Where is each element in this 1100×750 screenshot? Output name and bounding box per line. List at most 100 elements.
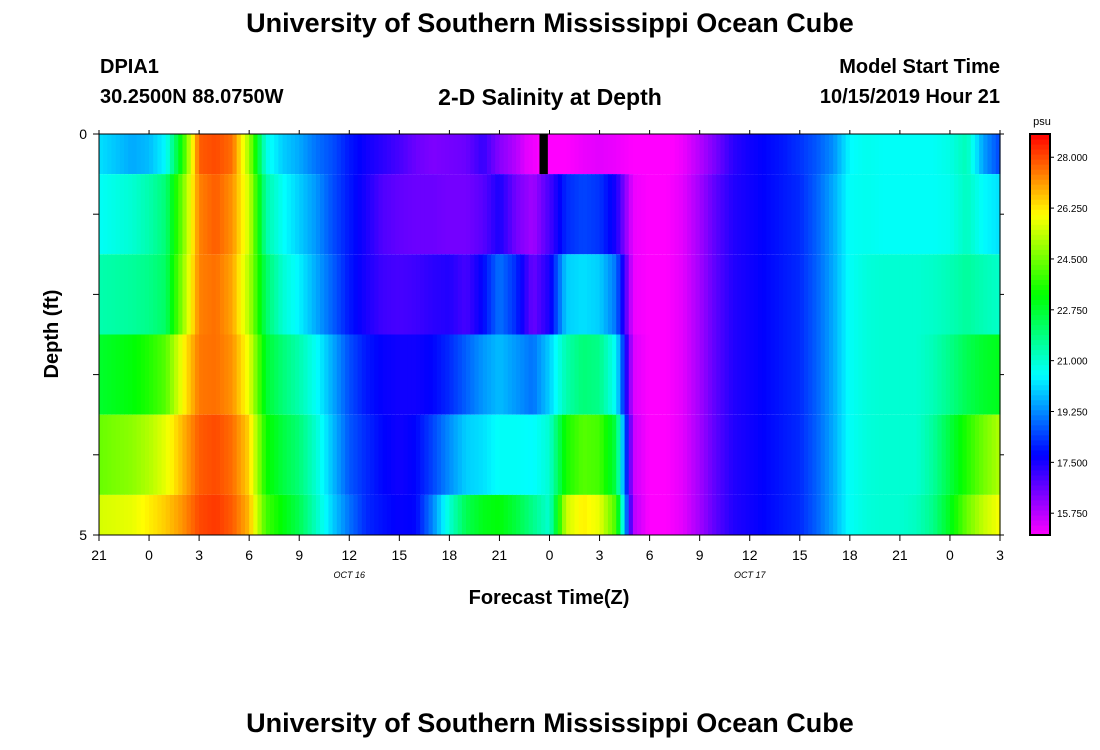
heatmap-cell	[332, 414, 338, 495]
heatmap-cell	[954, 174, 959, 255]
heatmap-cell	[983, 414, 989, 495]
heatmap-cell	[837, 494, 843, 535]
heatmap-cell	[99, 334, 104, 415]
heatmap-cell	[399, 334, 405, 415]
heatmap-cell	[720, 254, 726, 335]
heatmap-cell	[436, 334, 442, 415]
heatmap-cell	[403, 414, 409, 495]
heatmap-cell	[766, 134, 772, 175]
heatmap-cell	[762, 494, 768, 535]
heatmap-cell	[749, 334, 755, 415]
heatmap-cell	[416, 254, 421, 335]
heatmap-cell	[766, 494, 772, 535]
colorbar-swatch	[1030, 164, 1050, 170]
heatmap-cell	[395, 134, 400, 175]
heatmap-cell	[441, 254, 446, 335]
heatmap-cell	[536, 174, 542, 255]
heatmap-cell	[862, 494, 868, 535]
heatmap-cell	[841, 254, 847, 335]
heatmap-cell	[599, 134, 605, 175]
heatmap-cell	[745, 334, 751, 415]
heatmap-cell	[899, 494, 905, 535]
heatmap-cell	[232, 134, 238, 175]
heatmap-cell	[140, 494, 146, 535]
heatmap-cell	[270, 174, 275, 255]
heatmap-cell	[812, 334, 818, 415]
heatmap-cell	[666, 174, 672, 255]
heatmap-cell	[624, 414, 630, 495]
heatmap-cell	[349, 414, 355, 495]
colorbar-swatch	[1030, 399, 1050, 406]
heatmap-cell	[165, 494, 171, 535]
heatmap-cell	[453, 134, 459, 175]
heatmap-cell	[687, 494, 692, 535]
heatmap-cell	[728, 134, 734, 175]
heatmap-cell	[920, 254, 926, 335]
heatmap-cell	[691, 494, 697, 535]
heatmap-cell	[474, 334, 480, 415]
heatmap-cell	[733, 174, 738, 255]
heatmap-cell	[474, 414, 480, 495]
heatmap-cell	[808, 174, 813, 255]
heatmap-cell	[762, 174, 768, 255]
heatmap-cell	[470, 494, 476, 535]
heatmap-cell	[841, 494, 847, 535]
x-tick-label: 18	[842, 547, 858, 563]
heatmap-cell	[670, 134, 676, 175]
heatmap-cell	[274, 494, 279, 535]
heatmap-cell	[653, 174, 659, 255]
heatmap-cell	[637, 334, 642, 415]
heatmap-cell	[649, 134, 655, 175]
heatmap-cell	[870, 494, 876, 535]
heatmap-cell	[457, 494, 463, 535]
heatmap-cell	[762, 414, 768, 495]
heatmap-cell	[904, 134, 909, 175]
heatmap-cell	[783, 414, 788, 495]
heatmap-cell	[616, 134, 622, 175]
heatmap-cell	[149, 134, 154, 175]
heatmap-cell	[553, 414, 559, 495]
heatmap-cell	[678, 414, 684, 495]
heatmap-cell	[632, 414, 638, 495]
heatmap-cell	[849, 254, 855, 335]
heatmap-cell	[695, 174, 701, 255]
heatmap-cell	[837, 134, 843, 175]
heatmap-cell	[712, 334, 717, 415]
heatmap-cell	[190, 254, 196, 335]
heatmap-cell	[987, 254, 993, 335]
heatmap-cell	[474, 174, 480, 255]
heatmap-cell	[632, 334, 638, 415]
heatmap-cell	[199, 414, 204, 495]
heatmap-cell	[395, 414, 400, 495]
heatmap-cell	[745, 494, 751, 535]
heatmap-cell	[516, 414, 521, 495]
heatmap-cell	[290, 174, 296, 255]
heatmap-cell	[908, 414, 913, 495]
heatmap-cell	[733, 254, 738, 335]
heatmap-cell	[132, 334, 138, 415]
heatmap-cell	[345, 414, 350, 495]
heatmap-cell	[987, 134, 993, 175]
heatmap-cell	[603, 334, 609, 415]
heatmap-cell	[720, 134, 726, 175]
heatmap-cell	[895, 414, 901, 495]
heatmap-cell	[99, 254, 104, 335]
heatmap-cell	[557, 494, 563, 535]
heatmap-cell	[536, 414, 542, 495]
heatmap-cell	[307, 254, 313, 335]
heatmap-cell	[645, 174, 651, 255]
colorbar-swatch	[1030, 139, 1050, 145]
heatmap-cell	[491, 254, 496, 335]
colorbar-swatch	[1030, 509, 1050, 516]
heatmap-cell	[432, 334, 438, 415]
heatmap-cell	[591, 414, 596, 495]
heatmap-cell	[328, 174, 334, 255]
heatmap-cell	[562, 254, 567, 335]
heatmap-cell	[695, 494, 701, 535]
heatmap-cell	[824, 494, 830, 535]
heatmap-cell	[119, 414, 125, 495]
heatmap-cell	[386, 134, 392, 175]
heatmap-cell	[495, 334, 501, 415]
heatmap-cell	[937, 334, 943, 415]
